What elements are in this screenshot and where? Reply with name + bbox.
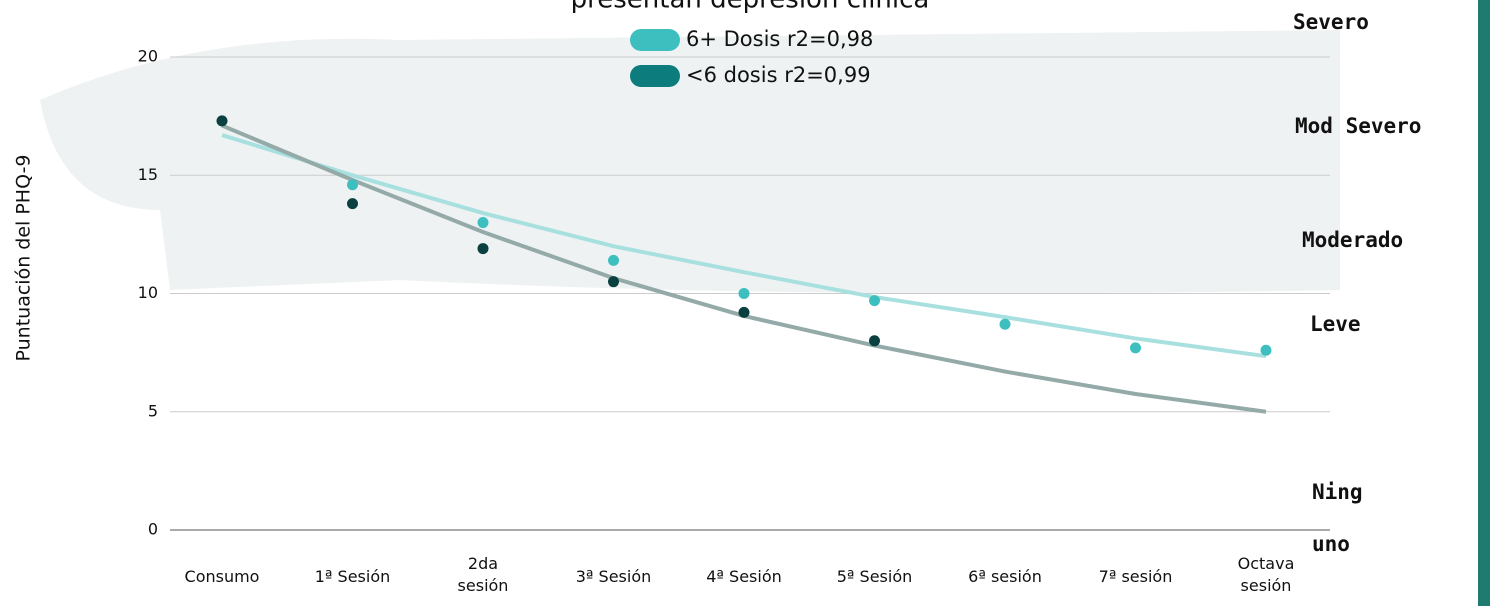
legend-swatch	[630, 65, 680, 87]
x-tick-label: 6ª sesión	[968, 567, 1042, 586]
data-point	[347, 198, 358, 210]
trend-line	[221, 133, 1267, 359]
y-axis-label: Puntuación del PHQ-9	[13, 154, 35, 361]
background-brush	[40, 30, 1340, 294]
legend-label: <6 dosis r2=0,99	[686, 63, 871, 87]
data-point	[216, 115, 228, 127]
chart-title: presentan depresión clínica	[571, 0, 930, 15]
x-tick-label: 3ª Sesión	[575, 567, 652, 586]
data-point	[738, 288, 750, 299]
x-tick-label: 7ª sesión	[1098, 567, 1173, 586]
data-point	[477, 243, 489, 255]
x-tick-label: 1ª Sesión	[314, 567, 391, 586]
data-point	[1130, 342, 1141, 354]
legend-swatch	[630, 29, 680, 51]
x-tick-label: 4ª Sesión	[706, 567, 782, 586]
data-point	[347, 179, 358, 191]
legend-label: 6+ Dosis r2=0,98	[686, 27, 873, 51]
level-label: Mod Severo	[1295, 114, 1422, 138]
y-tick-label: 15	[138, 165, 158, 184]
x-tick-label: 2da sesión	[457, 554, 509, 595]
x-tick-label: Octava sesión	[1237, 554, 1295, 595]
data-point	[608, 276, 619, 288]
level-label: Moderado	[1302, 228, 1404, 252]
level-label: Leve	[1310, 312, 1361, 336]
data-point	[999, 318, 1011, 330]
data-point	[869, 295, 880, 307]
side-strip	[1478, 0, 1490, 606]
y-tick-label: 5	[148, 401, 158, 420]
level-label: Severo	[1293, 10, 1369, 34]
x-tick-label: Consumo	[184, 567, 260, 586]
data-point	[738, 306, 750, 318]
data-point	[477, 217, 489, 229]
data-point	[1260, 344, 1272, 356]
x-tick-label: 5ª Sesión	[836, 567, 913, 586]
data-point	[869, 335, 880, 347]
y-tick-label: 20	[138, 47, 158, 66]
y-tick-label: 0	[148, 520, 158, 539]
data-point	[608, 254, 619, 266]
level-label: Ning uno	[1312, 480, 1363, 556]
y-tick-label: 10	[138, 283, 158, 302]
